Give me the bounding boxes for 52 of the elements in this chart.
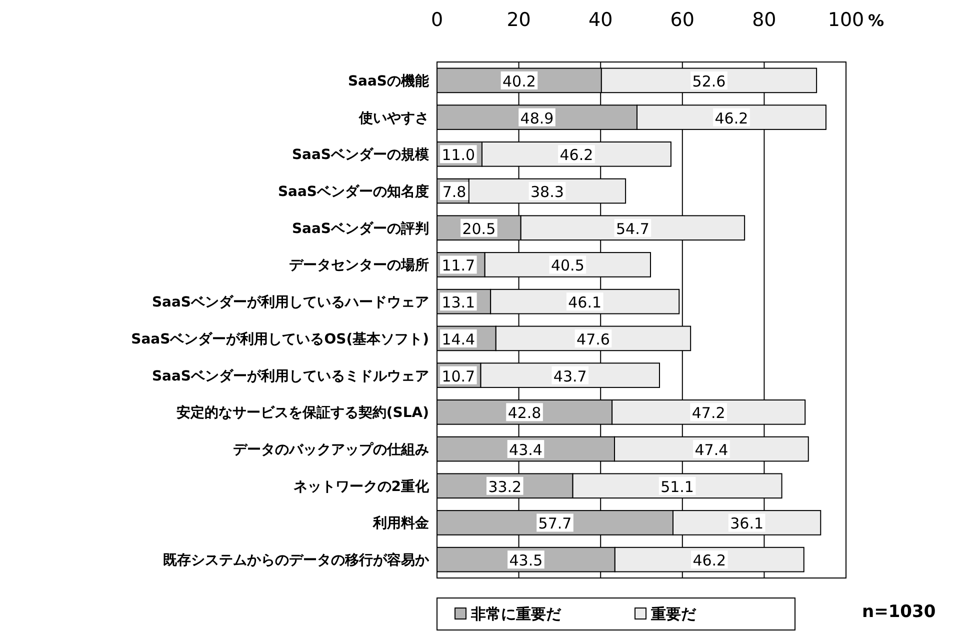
y-tick-label: SaaSベンダーの知名度 xyxy=(278,183,429,200)
y-tick-label: SaaSベンダーの評判 xyxy=(292,220,429,237)
y-tick-label: SaaSベンダーの規模 xyxy=(292,147,430,164)
y-tick-label: 安定的なサービスを保証する契約(SLA) xyxy=(176,404,429,422)
x-tick-label: 0 xyxy=(430,9,444,31)
data-label: 36.1 xyxy=(730,514,764,533)
x-tick-label: 20 xyxy=(506,9,531,31)
data-label: 42.8 xyxy=(508,404,542,422)
y-tick-label: データセンターの場所 xyxy=(289,258,429,274)
data-label: 54.7 xyxy=(616,220,650,238)
data-label: 46.2 xyxy=(560,146,594,164)
y-tick-label: SaaSの機能 xyxy=(348,73,430,90)
data-label: 40.5 xyxy=(550,256,584,275)
data-label: 10.7 xyxy=(442,367,476,386)
x-tick-label: 40 xyxy=(588,9,613,31)
data-label: 40.2 xyxy=(502,72,536,90)
y-tick-label: 既存システムからのデータの移行が容易か xyxy=(163,552,430,569)
data-label: 51.1 xyxy=(660,478,694,496)
text: n=1030 xyxy=(862,602,936,622)
x-tick-label: 60 xyxy=(670,9,694,31)
data-label: 52.6 xyxy=(692,72,726,90)
data-label: 43.7 xyxy=(553,367,587,386)
y-tick-label: ネットワークの2重化 xyxy=(293,478,430,495)
data-label: 57.7 xyxy=(538,514,572,533)
data-label: 47.2 xyxy=(692,404,726,422)
y-tick-label: 利用料金 xyxy=(372,516,430,532)
data-label: 43.4 xyxy=(509,441,542,459)
data-label: 33.2 xyxy=(488,478,522,496)
x-axis-title: % xyxy=(868,11,884,30)
data-label: 11.7 xyxy=(442,256,476,275)
data-label: 11.0 xyxy=(442,146,476,164)
legend-label: 非常に重要だ xyxy=(470,605,562,623)
data-label: 46.1 xyxy=(568,294,602,312)
y-tick-label: 使いやすさ xyxy=(358,110,429,126)
data-label: 47.4 xyxy=(694,441,728,459)
x-tick-label: 100 xyxy=(828,9,864,31)
y-tick-label: データのバックアップの仕組み xyxy=(233,441,429,458)
y-tick-label: SaaSベンダーが利用しているOS(基本ソフト) xyxy=(131,331,429,348)
y-tick-label: SaaSベンダーが利用しているミドルウェア xyxy=(152,368,429,384)
data-label: 14.4 xyxy=(442,330,476,348)
data-label: 13.1 xyxy=(442,294,476,312)
legend-label: 重要だ xyxy=(650,605,697,623)
data-label: 38.3 xyxy=(530,183,564,201)
data-label: 48.9 xyxy=(520,109,554,128)
y-tick-label: SaaSベンダーが利用しているハードウェア xyxy=(152,294,429,311)
data-label: 43.5 xyxy=(509,552,543,570)
data-label: 47.6 xyxy=(576,330,610,348)
data-label: 7.8 xyxy=(442,183,466,201)
data-label: 46.2 xyxy=(692,552,726,570)
data-label: 46.2 xyxy=(714,109,748,128)
x-tick-label: 80 xyxy=(752,9,776,31)
data-label: 20.5 xyxy=(462,220,496,238)
